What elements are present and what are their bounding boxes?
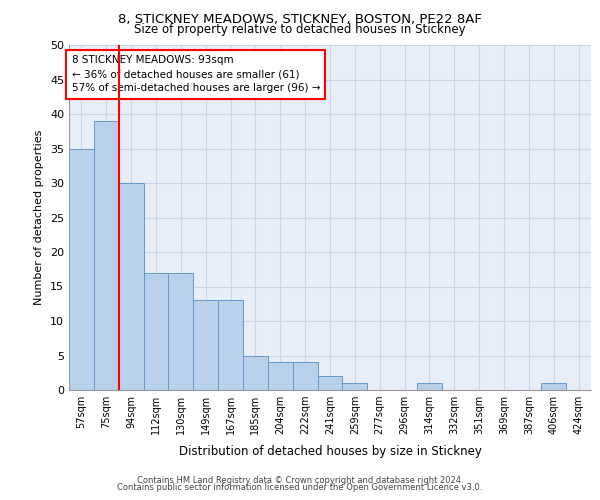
Text: Size of property relative to detached houses in Stickney: Size of property relative to detached ho… (134, 22, 466, 36)
Bar (193, 300, 218, 390)
Bar (169, 272, 193, 390)
Bar (119, 183, 143, 390)
Text: Contains public sector information licensed under the Open Government Licence v3: Contains public sector information licen… (118, 484, 482, 492)
Bar (343, 383, 367, 390)
Bar (268, 362, 293, 390)
Bar (317, 376, 343, 390)
Text: Contains HM Land Registry data © Crown copyright and database right 2024.: Contains HM Land Registry data © Crown c… (137, 476, 463, 485)
Text: 8, STICKNEY MEADOWS, STICKNEY, BOSTON, PE22 8AF: 8, STICKNEY MEADOWS, STICKNEY, BOSTON, P… (118, 12, 482, 26)
Bar (417, 383, 442, 390)
Y-axis label: Number of detached properties: Number of detached properties (34, 130, 44, 305)
Bar (541, 383, 566, 390)
Bar (293, 362, 317, 390)
Bar (243, 356, 268, 390)
Bar (94, 121, 119, 390)
X-axis label: Distribution of detached houses by size in Stickney: Distribution of detached houses by size … (179, 446, 481, 458)
Bar (143, 272, 169, 390)
Bar (69, 148, 94, 390)
Text: 8 STICKNEY MEADOWS: 93sqm
← 36% of detached houses are smaller (61)
57% of semi-: 8 STICKNEY MEADOWS: 93sqm ← 36% of detac… (71, 56, 320, 94)
Bar (218, 300, 243, 390)
